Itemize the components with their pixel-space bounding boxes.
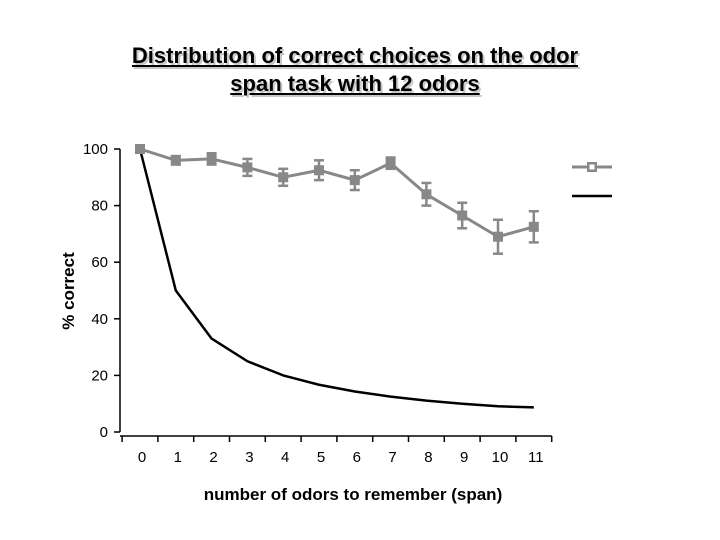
data-point (385, 158, 396, 169)
x-tick-label: 7 (388, 449, 396, 466)
legend-box (567, 152, 713, 210)
x-tick-label: 0 (138, 449, 146, 466)
y-tick-label: 60 (91, 254, 108, 271)
x-tick-label: 5 (317, 449, 325, 466)
x-tick-label: 9 (460, 449, 468, 466)
series-layer (135, 144, 539, 409)
legend-label: All animals (622, 159, 690, 175)
data-point (242, 162, 253, 173)
chart-title-line-2: span task with 12 odors (230, 71, 480, 96)
y-tick-label: 100 (83, 141, 108, 158)
legend-marker-inner (589, 164, 595, 170)
x-tick-label: 4 (281, 449, 289, 466)
data-point (528, 221, 539, 232)
data-point (278, 172, 289, 183)
series-all-animals (135, 144, 539, 255)
series-line (138, 148, 534, 409)
x-tick-label: 8 (424, 449, 432, 466)
y-tick-label: 40 (91, 311, 108, 328)
y-tick-label: 80 (91, 198, 108, 215)
x-tick-label: 1 (174, 449, 182, 466)
x-axis-label: number of odors to remember (span) (204, 485, 502, 504)
series-chance (138, 148, 534, 409)
data-point (135, 144, 145, 154)
x-tick-label: 11 (528, 449, 544, 466)
chart-title-line-1: Distribution of correct choices on the o… (131, 43, 579, 68)
series-line (139, 147, 535, 239)
data-point (349, 175, 360, 186)
data-point (457, 210, 468, 221)
x-tick-label: 6 (353, 449, 361, 466)
x-tick-label: 10 (492, 449, 509, 466)
axes: 0 20 40 60 80 100 0 1 2 3 4 5 6 7 8 9 10 11 (83, 141, 553, 466)
legend: All animals chance (567, 152, 713, 210)
data-point (493, 231, 503, 242)
data-point (421, 189, 432, 200)
legend-label: chance (622, 188, 667, 204)
data-point (206, 153, 217, 164)
y-axis-label: % correct (59, 252, 78, 330)
data-point (314, 165, 324, 176)
y-tick-label: 0 (100, 424, 108, 441)
data-point (170, 155, 181, 166)
x-tick-label: 2 (209, 449, 217, 466)
x-tick-label: 3 (245, 449, 253, 466)
chart-title: Distribution of correct choices on the o… (60, 42, 650, 98)
y-tick-label: 20 (91, 367, 108, 384)
